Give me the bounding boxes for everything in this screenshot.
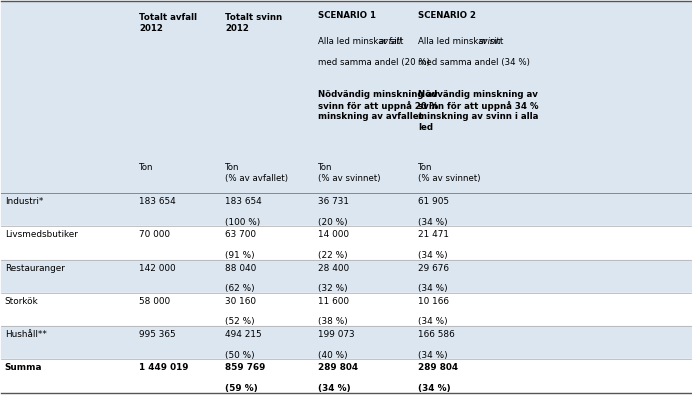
Text: (34 %): (34 %) — [318, 384, 351, 393]
Text: Restauranger: Restauranger — [5, 263, 65, 273]
Text: Hushåll**: Hushåll** — [5, 330, 47, 339]
Text: SCENARIO 1: SCENARIO 1 — [318, 11, 376, 20]
Text: (38 %): (38 %) — [318, 317, 348, 326]
Text: 289 804: 289 804 — [419, 363, 459, 373]
Text: (59 %): (59 %) — [226, 384, 258, 393]
Text: 28 400: 28 400 — [318, 263, 349, 273]
Bar — [1, 293, 691, 326]
Text: (34 %): (34 %) — [419, 384, 451, 393]
Text: 14 000: 14 000 — [318, 230, 349, 239]
Text: 142 000: 142 000 — [139, 263, 176, 273]
Bar — [1, 359, 691, 393]
Text: 199 073: 199 073 — [318, 330, 355, 339]
Text: Ton
(% av svinnet): Ton (% av svinnet) — [419, 164, 481, 183]
Text: 29 676: 29 676 — [419, 263, 449, 273]
Text: (34 %): (34 %) — [419, 317, 448, 326]
Text: svinn: svinn — [479, 37, 502, 46]
Text: (100 %): (100 %) — [226, 218, 261, 226]
Text: 58 000: 58 000 — [139, 297, 170, 306]
Text: (20 %): (20 %) — [318, 218, 348, 226]
Text: 289 804: 289 804 — [318, 363, 358, 373]
Bar — [1, 326, 691, 359]
Text: Nödvändig minskning av
svinn för att uppnå 34 %
minskning av svinn i alla
led: Nödvändig minskning av svinn för att upp… — [419, 90, 539, 132]
Text: 183 654: 183 654 — [226, 197, 262, 206]
Text: med samma andel (20 %): med samma andel (20 %) — [318, 57, 430, 66]
Bar — [1, 226, 691, 259]
Text: med samma andel (34 %): med samma andel (34 %) — [419, 57, 530, 66]
Text: (91 %): (91 %) — [226, 251, 255, 260]
Text: Totalt avfall
2012: Totalt avfall 2012 — [139, 13, 197, 33]
Text: Ton
(% av avfallet): Ton (% av avfallet) — [226, 164, 289, 183]
Text: (52 %): (52 %) — [226, 317, 255, 326]
Text: 166 586: 166 586 — [419, 330, 455, 339]
Text: (50 %): (50 %) — [226, 351, 255, 360]
Text: 995 365: 995 365 — [139, 330, 176, 339]
Text: Nödvändig minskning av
svinn för att uppnå 20 %
minskning av avfallet: Nödvändig minskning av svinn för att upp… — [318, 90, 439, 121]
Text: Alla led minskar sitt: Alla led minskar sitt — [318, 37, 407, 46]
Text: 36 731: 36 731 — [318, 197, 349, 206]
Text: (32 %): (32 %) — [318, 284, 348, 293]
Text: SCENARIO 2: SCENARIO 2 — [419, 11, 476, 20]
Text: 88 040: 88 040 — [226, 263, 257, 273]
Bar — [1, 160, 691, 193]
Text: Ton: Ton — [139, 164, 154, 172]
Text: Livsmedsbutiker: Livsmedsbutiker — [5, 230, 78, 239]
Bar — [1, 1, 691, 160]
Text: Storkök: Storkök — [5, 297, 39, 306]
Text: (34 %): (34 %) — [419, 284, 448, 293]
Text: Summa: Summa — [5, 363, 42, 373]
Text: 183 654: 183 654 — [139, 197, 176, 206]
Text: Ton
(% av svinnet): Ton (% av svinnet) — [318, 164, 381, 183]
Text: 10 166: 10 166 — [419, 297, 449, 306]
Text: (34 %): (34 %) — [419, 218, 448, 226]
Text: (22 %): (22 %) — [318, 251, 348, 260]
Text: 70 000: 70 000 — [139, 230, 170, 239]
Text: 11 600: 11 600 — [318, 297, 349, 306]
Text: avfall: avfall — [379, 37, 403, 46]
Text: Totalt svinn
2012: Totalt svinn 2012 — [226, 13, 282, 33]
Text: Industri*: Industri* — [5, 197, 43, 206]
Bar — [1, 259, 691, 293]
Bar — [1, 193, 691, 226]
Text: Alla led minskar sitt: Alla led minskar sitt — [419, 37, 507, 46]
Text: 61 905: 61 905 — [419, 197, 449, 206]
Text: 494 215: 494 215 — [226, 330, 262, 339]
Text: (62 %): (62 %) — [226, 284, 255, 293]
Text: 1 449 019: 1 449 019 — [139, 363, 189, 373]
Text: 30 160: 30 160 — [226, 297, 257, 306]
Text: 21 471: 21 471 — [419, 230, 449, 239]
Text: (40 %): (40 %) — [318, 351, 348, 360]
Text: 63 700: 63 700 — [226, 230, 257, 239]
Text: 859 769: 859 769 — [226, 363, 266, 373]
Text: (34 %): (34 %) — [419, 251, 448, 260]
Text: (34 %): (34 %) — [419, 351, 448, 360]
